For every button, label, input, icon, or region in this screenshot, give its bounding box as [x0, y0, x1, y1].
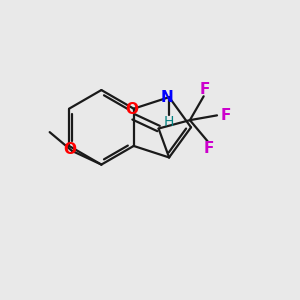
Text: O: O	[63, 142, 76, 157]
Text: H: H	[164, 115, 174, 129]
Text: N: N	[161, 90, 174, 105]
Text: F: F	[204, 141, 214, 156]
Text: O: O	[125, 102, 139, 117]
Text: F: F	[221, 108, 231, 123]
Text: F: F	[200, 82, 211, 97]
